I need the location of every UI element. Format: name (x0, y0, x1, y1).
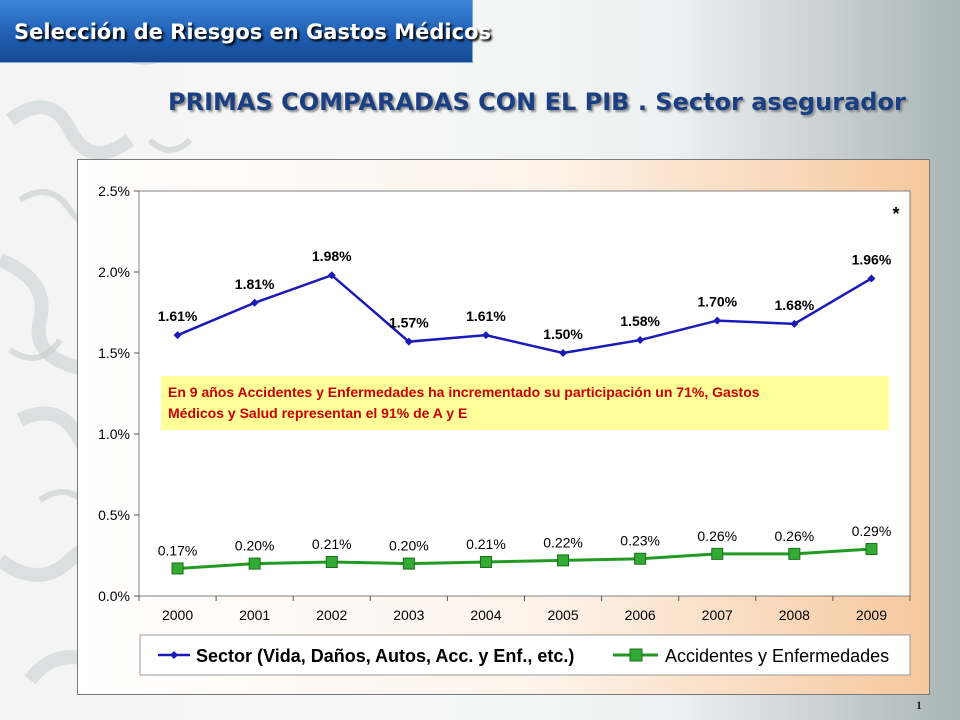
x-tick-label: 2003 (393, 607, 424, 623)
data-point-accidentes (248, 557, 261, 570)
series-line-accidentes (177, 547, 872, 570)
data-label: 0.21% (466, 536, 506, 552)
y-tick-label: 2.5% (98, 183, 130, 199)
page-number: 1 (916, 698, 922, 712)
x-tick-label: 2004 (470, 607, 501, 623)
header-title: Selección de Riesgos en Gastos Médicos (14, 20, 491, 44)
data-point-accidentes (557, 554, 570, 567)
data-point-accidentes (171, 562, 184, 575)
series-line-sector (177, 273, 873, 355)
slide-title: PRIMAS COMPARADAS CON EL PIB . Sector as… (168, 88, 906, 116)
data-label: 1.61% (466, 308, 506, 324)
y-tick-label: 2.0% (98, 264, 130, 280)
y-tick-label: 1.0% (98, 426, 130, 442)
x-tick-label: 2008 (779, 607, 810, 623)
x-tick-label: 2000 (162, 607, 193, 623)
data-point-sector (327, 271, 336, 280)
legend-box (139, 634, 911, 676)
x-tick-label: 2006 (625, 607, 656, 623)
annotation-line-1: En 9 años Accidentes y Enfermedades ha i… (168, 384, 760, 400)
y-tick-label: 1.5% (98, 345, 130, 361)
asterisk-note: * (892, 204, 899, 224)
data-label: 0.26% (697, 528, 737, 544)
data-point-accidentes (865, 543, 878, 556)
data-point-accidentes (325, 555, 338, 568)
chart-frame: 0.0% 0.5% 1.0% 1.5% 2.0% 2.5% 2000 2001 2002 2003… (77, 159, 930, 695)
data-point-accidentes (711, 547, 724, 560)
data-label: 1.81% (235, 276, 275, 292)
y-tick-label: 0.0% (98, 588, 130, 604)
data-label: 1.50% (543, 326, 583, 342)
legend-marker-accidentes (629, 648, 643, 662)
data-point-sector (173, 331, 182, 340)
data-label: 1.57% (389, 315, 429, 331)
data-point-sector (481, 331, 490, 340)
data-label: 0.21% (312, 536, 352, 552)
data-label: 0.20% (235, 538, 275, 554)
data-label: 0.17% (158, 542, 198, 558)
legend-label-accidentes: Accidentes y Enfermedades (665, 646, 889, 666)
y-tick-label: 0.5% (98, 507, 130, 523)
data-point-sector (713, 316, 722, 325)
x-tick-label: 2005 (547, 607, 578, 623)
x-tick-label: 2007 (702, 607, 733, 623)
legend-marker-sector (170, 651, 178, 659)
data-label: 1.98% (312, 248, 352, 264)
data-label: 1.61% (158, 308, 198, 324)
data-label: 0.26% (774, 528, 814, 544)
annotation-box (161, 376, 889, 430)
data-label: 1.68% (774, 297, 814, 313)
legend-label-sector: Sector (Vida, Daños, Autos, Acc. y Enf.,… (196, 646, 574, 666)
x-tick-label: 2002 (316, 607, 347, 623)
data-label: 0.20% (389, 538, 429, 554)
data-label: 0.29% (852, 523, 892, 539)
data-point-sector (867, 274, 876, 283)
data-label: 1.96% (852, 251, 892, 267)
x-tick-label: 2001 (239, 607, 270, 623)
header-bar: Selección de Riesgos en Gastos Médicos (0, 0, 491, 63)
data-point-sector (250, 298, 259, 307)
x-tick-label: 2009 (856, 607, 887, 623)
data-point-sector (559, 349, 568, 357)
data-point-sector (790, 319, 799, 328)
data-point-sector (636, 336, 645, 345)
data-point-sector (404, 337, 413, 346)
data-label: 1.70% (697, 294, 737, 310)
data-point-accidentes (634, 552, 647, 565)
data-label: 0.22% (543, 534, 583, 550)
data-label: 0.23% (620, 533, 660, 549)
data-point-accidentes (788, 547, 801, 560)
data-label: 1.58% (620, 313, 660, 329)
line-chart: 0.0% 0.5% 1.0% 1.5% 2.0% 2.5% 2000 2001 2002 2003… (98, 183, 911, 676)
annotation-line-2: Médicos y Salud representan el 91% de A … (168, 405, 467, 421)
data-point-accidentes (402, 557, 415, 570)
data-point-accidentes (479, 555, 492, 568)
